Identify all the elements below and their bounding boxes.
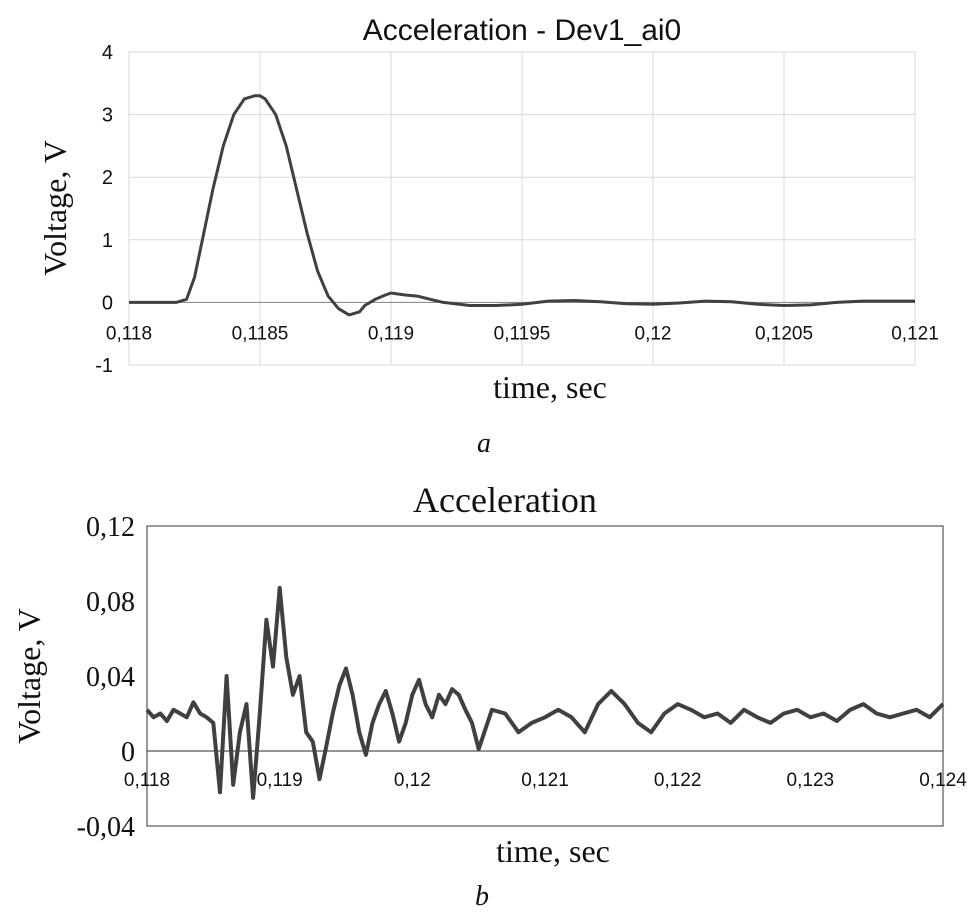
chart-b-y-axis-label: Voltage, V — [11, 608, 47, 744]
chart-a-y-axis-label: Voltage, V — [37, 140, 73, 276]
x-tick-label: 0,119 — [257, 770, 303, 791]
chart-b-panel-label: b — [475, 881, 489, 912]
chart-a-gridlines — [129, 52, 915, 365]
chart-b-series-line — [145, 585, 945, 800]
x-tick-label: 0,122 — [654, 770, 702, 791]
x-tick-label: 0,12 — [635, 323, 672, 344]
x-tick-label: 0,1185 — [232, 323, 289, 344]
y-tick-label: 4 — [102, 42, 113, 64]
chart-b-plot-area — [146, 525, 944, 827]
x-tick-label: 0,123 — [787, 770, 835, 791]
y-tick-label: 0,04 — [86, 662, 135, 693]
x-tick-label: 0,124 — [919, 770, 967, 791]
y-tick-label: -1 — [95, 355, 113, 377]
chart-b-title: Acceleration — [413, 480, 597, 520]
y-tick-label: 0,08 — [86, 587, 135, 618]
x-tick-label: 0,121 — [521, 770, 569, 791]
y-tick-label: 0 — [121, 737, 135, 768]
y-tick-label: -0,04 — [77, 812, 135, 843]
chart-a: -1 0 1 2 3 4 0,118 0,1185 0,119 0,1195 0,12 0,1205… — [37, 14, 939, 459]
x-tick-label: 0,118 — [124, 770, 170, 791]
chart-a-title: Acceleration - Dev1_ai0 — [363, 14, 682, 47]
x-tick-label: 0,12 — [394, 770, 431, 791]
x-tick-label: 0,121 — [891, 323, 939, 344]
x-tick-label: 0,1205 — [755, 323, 813, 344]
chart-a-series-line — [129, 94, 915, 317]
chart-b-x-axis-label: time, sec — [496, 833, 610, 869]
y-tick-label: 0,12 — [86, 512, 135, 543]
x-tick-label: 0,119 — [368, 323, 414, 344]
y-tick-label: 1 — [102, 230, 113, 252]
y-tick-label: 0 — [102, 292, 113, 314]
chart-a-panel-label: a — [477, 428, 491, 459]
chart-a-x-axis-label: time, sec — [493, 369, 607, 405]
y-tick-label: 3 — [102, 105, 113, 127]
x-tick-label: 0,118 — [106, 323, 152, 344]
chart-a-x-tick-labels: 0,118 0,1185 0,119 0,1195 0,12 0,1205 0,121 — [106, 323, 939, 344]
chart-b-y-tick-labels: -0,04 0 0,04 0,08 0,12 — [77, 512, 135, 843]
y-tick-label: 2 — [102, 167, 113, 189]
chart-a-y-tick-labels: -1 0 1 2 3 4 — [95, 42, 113, 377]
chart-b-x-tick-labels: 0,118 0,119 0,12 0,121 0,122 0,123 0,124 — [124, 770, 967, 791]
x-tick-label: 0,1195 — [494, 323, 551, 344]
